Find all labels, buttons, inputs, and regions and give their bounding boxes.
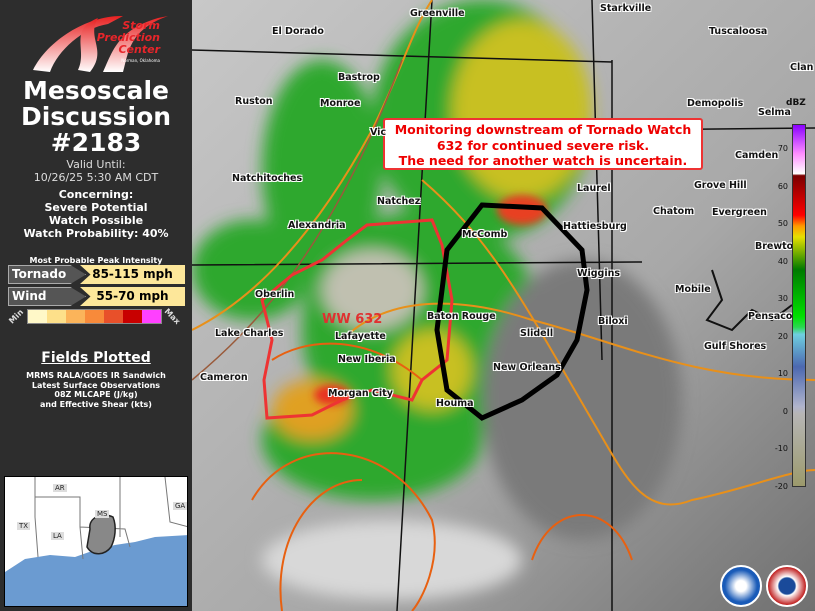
md-area-icon: [86, 514, 116, 555]
city-label: Brewton: [755, 241, 800, 252]
nws-logo: [766, 565, 808, 607]
city-label: Vic: [370, 127, 387, 138]
fields-title: Fields Plotted: [41, 350, 151, 366]
city-label: Laurel: [577, 183, 611, 194]
radar-layer: [192, 0, 815, 611]
colorbar-tick: 70: [777, 144, 788, 153]
city-label: McComb: [462, 229, 508, 240]
md-number: #2183: [50, 128, 142, 157]
city-label: New Orleans: [493, 362, 561, 373]
city-label: Slidell: [520, 328, 554, 339]
cape-contour: [192, 0, 433, 331]
scale-segment: [66, 310, 85, 323]
colorbar-tick: -20: [774, 481, 788, 491]
city-label: Hattiesburg: [563, 221, 627, 232]
shear-contour: [192, 59, 403, 381]
intensity-scale: [27, 309, 162, 324]
dbz-colorbar: [792, 124, 806, 487]
colorbar-tick: 0: [782, 406, 788, 416]
colorbar-tick: 30: [777, 294, 788, 303]
page-title: Mesoscale Discussion #2183: [0, 78, 192, 156]
city-label: Alexandria: [288, 220, 346, 231]
colorbar-tick: 10: [777, 369, 788, 378]
concerning: Concerning: Severe Potential Watch Possi…: [0, 188, 192, 240]
city-label: El Dorado: [272, 26, 324, 37]
info-panel: Storm Prediction Center Norman, Oklahoma…: [0, 0, 192, 611]
city-label: Camden: [735, 150, 779, 161]
annotation-box: Monitoring downstream of Tornado Watch 6…: [383, 118, 703, 170]
city-label: Starkville: [600, 3, 652, 14]
city-label: Tuscaloosa: [709, 26, 768, 37]
watch-label: WW 632: [322, 312, 383, 327]
valid-until: Valid Until: 10/26/25 5:30 AM CDT: [33, 158, 159, 184]
md-outline: [434, 202, 590, 421]
city-label: Morgan City: [328, 388, 393, 399]
colorbar-tick: 60: [777, 181, 788, 191]
city-label: Demopolis: [687, 98, 744, 109]
city-label: Cameron: [200, 372, 248, 383]
city-label: Houma: [436, 398, 474, 409]
spc-swoosh-icon: [33, 15, 168, 72]
scale-min: Min: [7, 307, 26, 326]
peak-intensity-label: Most Probable Peak Intensity: [29, 256, 163, 265]
city-label: Gulf Shores: [704, 341, 767, 352]
colorbar-tick: 50: [777, 219, 788, 228]
city-label: Baton Rouge: [427, 311, 496, 322]
watch-outline: [260, 218, 454, 420]
scale-segment: [104, 310, 123, 323]
city-label: New Iberia: [338, 354, 396, 365]
city-label: Grove Hill: [694, 180, 747, 191]
city-label: Pensacola: [748, 311, 803, 322]
colorbar-tick: 20: [777, 331, 788, 341]
scale-segment: [28, 310, 47, 323]
scale-segment: [85, 310, 104, 323]
wind-intensity: Wind 55-70 mph: [8, 287, 185, 306]
city-label: Selma: [758, 107, 791, 118]
city-label: Oberlin: [255, 289, 295, 300]
colorbar-tick: -10: [774, 444, 788, 453]
city-label: Ruston: [235, 96, 273, 107]
city-label: Clan: [790, 62, 814, 73]
spc-logo: Storm Prediction Center Norman, Oklahoma: [28, 10, 168, 76]
city-label: Chatom: [653, 206, 695, 217]
inset-map: AR MS TX LA GA: [4, 476, 188, 607]
radar-map[interactable]: WW 632 Monitoring downstream of Tornado …: [192, 0, 815, 611]
city-label: Lafayette: [335, 331, 386, 342]
city-label: Natchez: [377, 196, 421, 207]
scale-segment: [142, 310, 161, 323]
scale-segment: [123, 310, 142, 323]
city-label: Wiggins: [577, 268, 621, 279]
city-label: Evergreen: [712, 207, 767, 218]
city-label: Bastrop: [338, 72, 380, 83]
city-label: Natchitoches: [232, 173, 303, 184]
city-label: Biloxi: [598, 316, 628, 327]
noaa-logo: [720, 565, 762, 607]
city-label: Lake Charles: [215, 328, 284, 339]
city-label: Monroe: [320, 98, 361, 109]
colorbar-unit: dBZ: [786, 98, 806, 108]
fields-list: MRMS RALA/GOES IR Sandwich Latest Surfac…: [26, 371, 166, 409]
city-label: Mobile: [675, 284, 711, 295]
tornado-intensity: Tornado 85-115 mph: [8, 265, 185, 284]
colorbar-tick: 40: [777, 256, 788, 266]
scale-segment: [47, 310, 66, 323]
scale-max: Max: [162, 306, 182, 327]
city-label: Greenville: [410, 8, 465, 19]
watch-probability: Watch Probability: 40%: [23, 227, 169, 240]
